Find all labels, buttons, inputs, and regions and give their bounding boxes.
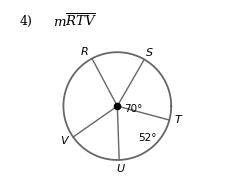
Text: 4): 4) <box>19 15 32 28</box>
Text: 52°: 52° <box>138 133 156 143</box>
Text: R: R <box>81 47 88 57</box>
Text: T: T <box>175 115 181 125</box>
Text: 70°: 70° <box>124 104 143 114</box>
Text: V: V <box>60 136 67 146</box>
Text: S: S <box>146 49 153 58</box>
Text: $m\overline{RTV}$: $m\overline{RTV}$ <box>53 13 97 30</box>
Text: U: U <box>116 164 124 174</box>
